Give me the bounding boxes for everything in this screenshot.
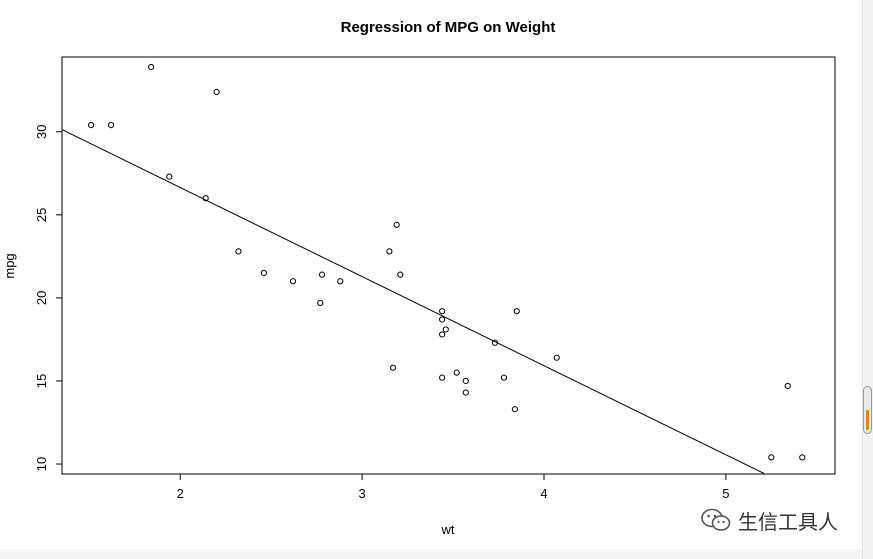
data-point: [148, 63, 155, 71]
data-point: [397, 271, 404, 278]
data-point: [439, 316, 446, 323]
data-point: [513, 308, 520, 315]
data-point: [389, 364, 397, 371]
data-point: [491, 339, 498, 346]
regression-line: [61, 129, 765, 474]
data-point: [235, 248, 242, 255]
x-axis-label: wt: [441, 522, 455, 537]
data-point: [289, 278, 297, 285]
y-axis-label: mpg: [2, 253, 17, 278]
data-point: [337, 278, 344, 285]
data-point: [511, 406, 518, 413]
data-point: [439, 374, 446, 381]
data-point: [768, 454, 775, 461]
data-point: [439, 308, 446, 315]
y-tick-label: 15: [34, 374, 49, 388]
window-edge: [862, 0, 873, 559]
x-tick-label: 5: [722, 486, 729, 501]
chart-title: Regression of MPG on Weight: [341, 19, 556, 36]
watermark: 生信工具人: [700, 505, 838, 535]
data-point: [213, 88, 220, 95]
data-point: [553, 354, 560, 361]
data-point: [166, 173, 173, 180]
data-point: [462, 389, 469, 396]
data-point: [799, 454, 806, 461]
data-point: [784, 382, 791, 390]
data-point: [108, 122, 115, 129]
watermark-text: 生信工具人: [738, 511, 838, 534]
plot-frame: [61, 56, 836, 475]
y-tick-label: 20: [34, 291, 49, 305]
bottom-strip: [0, 549, 873, 559]
x-axis: 2 3 4 5: [177, 474, 729, 501]
data-point: [88, 122, 95, 129]
data-point: [453, 369, 460, 376]
x-tick-label: 2: [177, 486, 184, 501]
data-point: [500, 374, 508, 381]
plot-layer: [61, 63, 806, 474]
data-point: [317, 299, 324, 306]
data-point: [202, 195, 209, 202]
data-point: [462, 377, 469, 385]
y-axis: 10 15 20 25 30: [34, 125, 62, 471]
data-point: [393, 221, 400, 228]
y-tick-label: 10: [34, 457, 49, 471]
data-point: [439, 331, 446, 338]
data-point: [318, 271, 326, 278]
scrollbar-grip[interactable]: [866, 410, 869, 430]
data-point: [260, 269, 267, 277]
data-point: [442, 326, 449, 333]
x-tick-label: 3: [358, 486, 365, 501]
y-tick-label: 30: [34, 125, 49, 139]
wechat-icon: [701, 508, 731, 531]
y-tick-label: 25: [34, 208, 49, 222]
data-point: [386, 248, 393, 255]
x-tick-label: 4: [540, 486, 547, 501]
